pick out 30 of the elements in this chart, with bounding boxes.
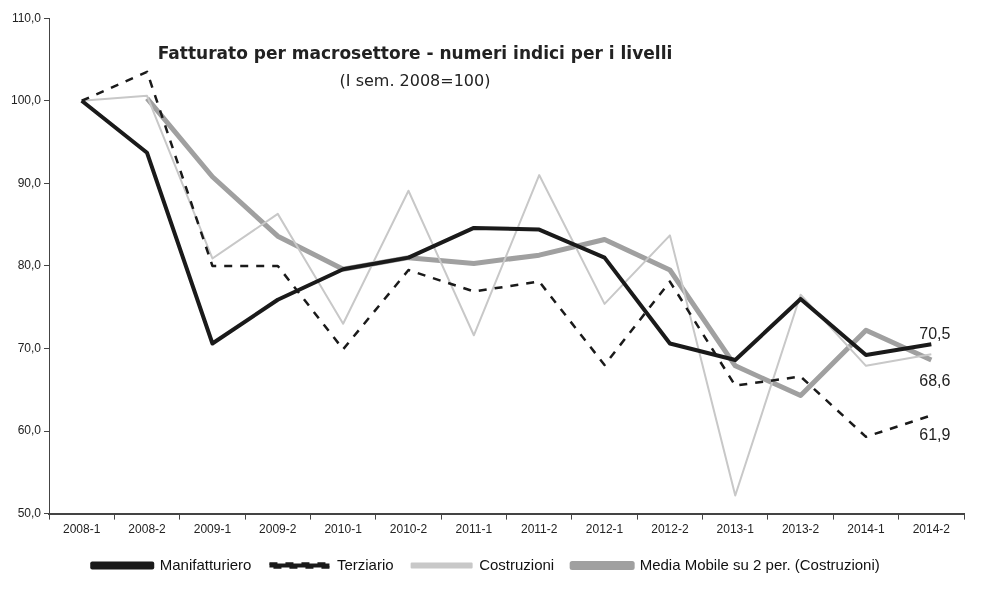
x-tick-label: 2013-2 [781,522,820,537]
y-tick-label: 110,0 [11,10,42,25]
x-tick-label: 2009-1 [193,522,232,537]
text: (I sem. 2008=100) [339,71,491,91]
x-tick-label: 2008-2 [128,522,167,537]
x-tick-label: 2011-1 [455,522,493,537]
y-tick-label: 70,0 [17,340,42,355]
y-tick-label: 90,0 [17,175,42,190]
x-tick-label: 2014-1 [847,522,885,537]
text: Fatturato per macrosettore - numeri indici per i livelli [157,42,673,63]
legend-label: Manifatturiero [159,555,252,573]
x-tick-label: 2008-1 [63,522,101,537]
legend-label: Costruzioni [479,555,555,573]
legend-label: Media Mobile su 2 per. (Costruzioni) [639,555,880,573]
data-label: 70,5 [919,324,951,342]
data-label: 68,6 [919,372,951,390]
y-tick-label: 60,0 [17,423,42,438]
x-tick-label: 2010-1 [324,522,363,537]
y-tick-label: 100,0 [11,93,42,108]
y-tick-label: 50,0 [17,505,42,520]
x-tick-label: 2012-2 [651,522,689,537]
x-tick-label: 2014-2 [912,522,951,537]
y-tick-label: 80,0 [17,258,42,273]
x-tick-label: 2009-2 [259,522,297,537]
data-label: 61,9 [919,425,951,443]
x-tick-label: 2010-2 [389,522,428,537]
x-tick-label: 2011-2 [520,522,558,537]
x-tick-label: 2012-1 [585,522,624,537]
legend-label: Terziario [336,555,394,573]
x-tick-label: 2013-1 [716,522,755,537]
